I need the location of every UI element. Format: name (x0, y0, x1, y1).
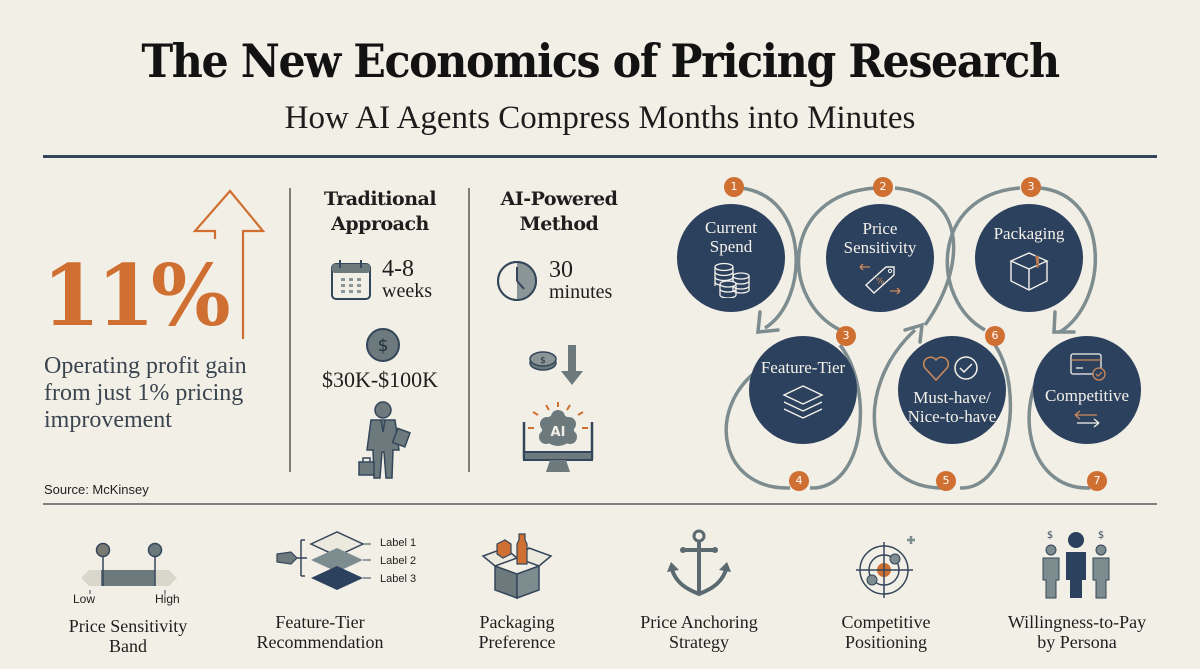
box-icon (1009, 251, 1049, 291)
svg-text:%: % (876, 277, 885, 287)
stat-description: Operating profit gain from just 1% prici… (44, 353, 247, 433)
step-badge-6: 6 (985, 326, 1005, 346)
source-note: Source: McKinsey (44, 482, 149, 497)
arrow-up-icon (192, 189, 266, 339)
heart-check-icon (922, 356, 978, 382)
calendar-icon (331, 260, 371, 300)
step-badge-2: 2 (873, 177, 893, 197)
output-price-sensitivity-band: Low High Price Sensitivity Band (28, 520, 228, 656)
ai-time: 30 minutes (549, 257, 613, 303)
flow-node-competitive: Competitive (1033, 336, 1141, 444)
card-exchange-icon (1070, 352, 1106, 381)
flow-connectors (724, 186, 1097, 490)
column-divider (289, 188, 291, 472)
open-box-icon (481, 533, 553, 600)
svg-text:$: $ (1098, 530, 1104, 541)
personas-icon: $ $ (1042, 530, 1110, 599)
ai-heading: AI-Powered Method (500, 188, 618, 235)
traditional-cost: $30K-$100K (321, 367, 439, 392)
layers-icon (782, 384, 824, 419)
step-badge-4: 4 (789, 471, 809, 491)
svg-text:$: $ (1047, 530, 1053, 541)
flow-node-feature-tier: Feature-Tier (749, 336, 857, 444)
flow-node-price-sensitivity: Price Sensitivity % (826, 204, 934, 312)
header-divider (43, 155, 1157, 158)
businessman-icon (358, 401, 411, 479)
page-title: The New Economics of Pricing Research (141, 34, 1060, 88)
coins-icon (714, 262, 750, 298)
step-badge-7: 7 (1087, 471, 1107, 491)
output-price-anchoring-strategy: Price Anchoring Strategy (599, 520, 799, 652)
svg-text:AI: AI (551, 425, 566, 440)
stat-value: 11% (42, 246, 231, 345)
output-willingness-to-pay: $ $ Willingness-to-Pay by Persona (1007, 530, 1147, 652)
tier-stack-icon (276, 531, 371, 590)
page-subtitle: How AI Agents Compress Months into Minut… (284, 100, 916, 136)
step-badge-5: 5 (936, 471, 956, 491)
output-competitive-positioning: Competitive Positioning (786, 520, 986, 652)
dollar-coin-icon: $ (366, 328, 400, 362)
traditional-time: 4-8 weeks (382, 256, 432, 302)
svg-text:$: $ (378, 336, 389, 356)
ai-brain-monitor-icon: AI (522, 402, 594, 472)
step-badge-3: 3 (1021, 177, 1041, 197)
target-icon (856, 536, 915, 598)
anchor-icon (667, 529, 731, 597)
clock-icon (497, 261, 537, 301)
output-feature-tier-recommendation: Label 1 Label 2 Label 3 Feature-Tier Rec… (220, 520, 420, 652)
flow-node-packaging: Packaging (975, 204, 1083, 312)
traditional-heading: Traditional Approach (323, 188, 437, 235)
step-badge-3b: 3 (836, 326, 856, 346)
column-divider (468, 188, 470, 472)
exchange-arrows-icon (1074, 409, 1100, 428)
slider-band-icon (81, 542, 177, 594)
section-divider (43, 503, 1157, 505)
step-badge-1: 1 (724, 177, 744, 197)
coin-down-arrow-icon: $ (529, 345, 583, 385)
flow-node-current-spend: Current Spend (677, 204, 785, 312)
output-packaging-preference: Packaging Preference (417, 520, 617, 652)
svg-text:$: $ (540, 356, 546, 366)
price-tag-icon: % (859, 263, 901, 295)
flow-node-must-have: Must-have/ Nice-to-have (898, 336, 1006, 444)
